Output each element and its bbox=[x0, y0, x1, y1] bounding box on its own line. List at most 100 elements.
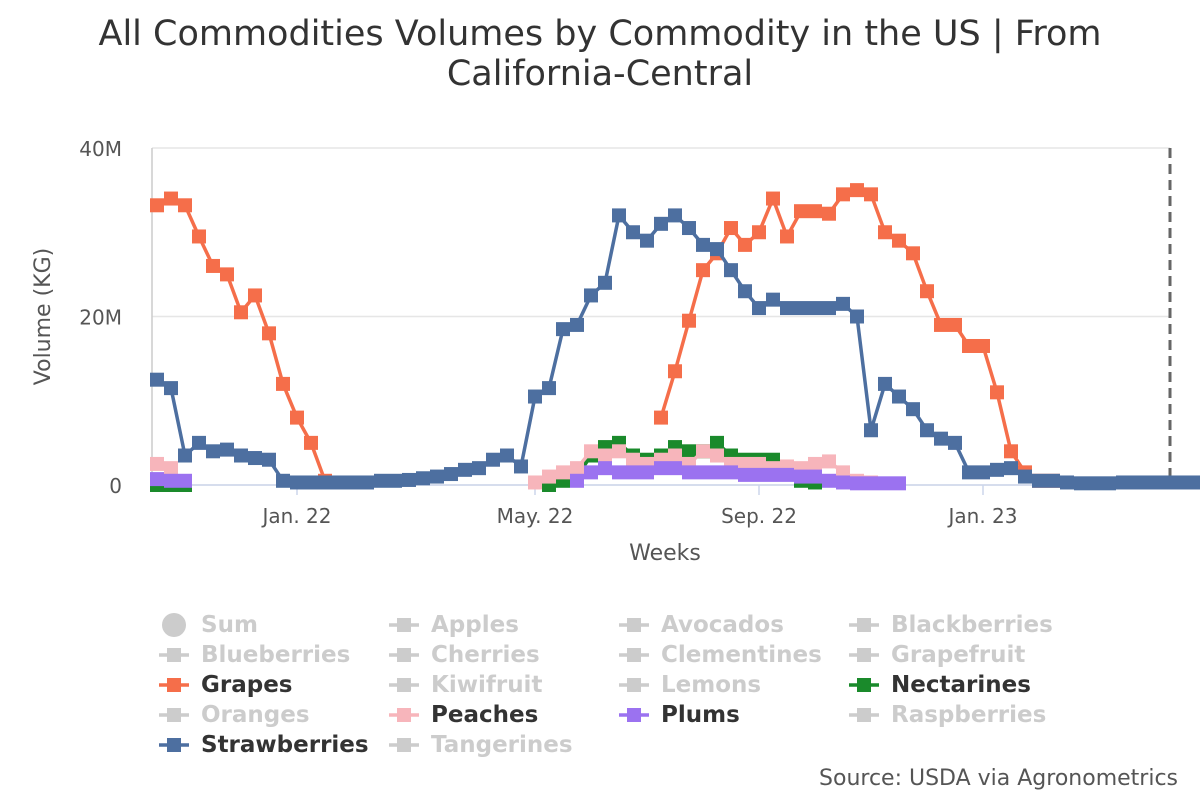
plums-point bbox=[682, 465, 696, 480]
strawberries-point bbox=[990, 462, 1004, 477]
plums-point bbox=[822, 473, 836, 488]
square-marker-icon bbox=[389, 678, 419, 692]
peaches-point bbox=[710, 448, 724, 463]
plums-point bbox=[626, 465, 640, 480]
square-marker-icon bbox=[159, 648, 189, 662]
strawberries-point bbox=[164, 381, 178, 396]
grapes-point bbox=[234, 305, 248, 320]
strawberries-point bbox=[1074, 476, 1088, 491]
strawberries-point bbox=[220, 442, 234, 457]
peaches-point bbox=[612, 444, 626, 459]
grapes-point bbox=[794, 204, 808, 219]
strawberries-point bbox=[682, 221, 696, 236]
legend-item-grapefruit[interactable]: Grapefruit bbox=[845, 640, 1025, 670]
y-tick-label: 0 bbox=[109, 474, 122, 498]
legend-item-strawberries[interactable]: Strawberries bbox=[155, 730, 369, 760]
legend-label: Sum bbox=[201, 612, 258, 638]
legend-item-apples[interactable]: Apples bbox=[385, 610, 519, 640]
legend-item-cherries[interactable]: Cherries bbox=[385, 640, 540, 670]
strawberries-point bbox=[430, 469, 444, 484]
strawberries-point bbox=[290, 475, 304, 490]
legend-item-plums[interactable]: Plums bbox=[615, 700, 740, 730]
legend-item-kiwifruit[interactable]: Kiwifruit bbox=[385, 670, 542, 700]
strawberries-point bbox=[514, 459, 528, 474]
strawberries-point bbox=[332, 475, 346, 490]
peaches-point bbox=[626, 452, 640, 467]
grapes-point bbox=[822, 206, 836, 221]
legend-item-lemons[interactable]: Lemons bbox=[615, 670, 761, 700]
strawberries-point bbox=[444, 467, 458, 482]
legend-item-blueberries[interactable]: Blueberries bbox=[155, 640, 350, 670]
plums-point bbox=[640, 465, 654, 480]
source-credit: Source: USDA via Agronometrics bbox=[819, 766, 1178, 791]
square-marker-icon bbox=[159, 708, 189, 722]
grapes-point bbox=[934, 317, 948, 332]
legend-item-sum[interactable]: Sum bbox=[155, 610, 258, 640]
strawberries-point bbox=[626, 225, 640, 240]
peaches-point bbox=[598, 448, 612, 463]
legend-item-raspberries[interactable]: Raspberries bbox=[845, 700, 1046, 730]
plums-point bbox=[668, 461, 682, 476]
strawberries-point bbox=[402, 472, 416, 487]
grapes-point bbox=[682, 313, 696, 328]
legend-item-oranges[interactable]: Oranges bbox=[155, 700, 310, 730]
square-marker-icon bbox=[849, 618, 879, 632]
strawberries-point bbox=[794, 301, 808, 316]
grapes-point bbox=[724, 221, 738, 236]
legend-item-avocados[interactable]: Avocados bbox=[615, 610, 784, 640]
strawberries-point bbox=[1144, 475, 1158, 490]
strawberries-point bbox=[668, 208, 682, 223]
strawberries-point bbox=[696, 237, 710, 252]
strawberries-point bbox=[234, 448, 248, 463]
legend-item-tangerines[interactable]: Tangerines bbox=[385, 730, 573, 760]
plums-point bbox=[724, 465, 738, 480]
strawberries-point bbox=[276, 473, 290, 488]
strawberries-point bbox=[304, 475, 318, 490]
strawberries-point bbox=[976, 465, 990, 480]
square-marker-icon bbox=[159, 678, 189, 692]
strawberries-point bbox=[724, 263, 738, 278]
strawberries-point bbox=[570, 317, 584, 332]
grapes-point bbox=[206, 258, 220, 273]
square-marker-icon bbox=[849, 678, 879, 692]
strawberries-point bbox=[710, 242, 724, 257]
plums-point bbox=[850, 476, 864, 491]
grapes-point bbox=[668, 364, 682, 379]
plums-point bbox=[738, 467, 752, 482]
strawberries-point bbox=[556, 322, 570, 337]
strawberries-point bbox=[836, 296, 850, 311]
grapes-point bbox=[696, 263, 710, 278]
legend-label: Lemons bbox=[661, 672, 762, 698]
grapes-point bbox=[304, 435, 318, 450]
grapes-point bbox=[738, 237, 752, 252]
strawberries-point bbox=[1116, 475, 1130, 490]
legend-item-nectarines[interactable]: Nectarines bbox=[845, 670, 1031, 700]
plums-point bbox=[612, 465, 626, 480]
peaches-early-point bbox=[164, 461, 178, 476]
square-marker-icon bbox=[619, 648, 649, 662]
strawberries-point bbox=[388, 473, 402, 488]
strawberries-point bbox=[192, 435, 206, 450]
grapes-point bbox=[850, 183, 864, 198]
grapes-point bbox=[654, 410, 668, 425]
strawberries-point bbox=[1172, 475, 1186, 490]
strawberries-point bbox=[318, 475, 332, 490]
legend-label: Plums bbox=[661, 702, 740, 728]
plums-point bbox=[752, 467, 766, 482]
grapes-point bbox=[1004, 444, 1018, 459]
peaches-point bbox=[528, 475, 542, 490]
strawberries-point bbox=[766, 292, 780, 307]
square-marker-icon bbox=[619, 708, 649, 722]
legend-item-grapes[interactable]: Grapes bbox=[155, 670, 293, 700]
strawberries-point bbox=[150, 372, 164, 387]
legend-item-blackberries[interactable]: Blackberries bbox=[845, 610, 1053, 640]
legend-item-clementines[interactable]: Clementines bbox=[615, 640, 822, 670]
grapes-point bbox=[752, 225, 766, 240]
grapes-point bbox=[220, 267, 234, 282]
peaches-point bbox=[570, 461, 584, 476]
grapes-point bbox=[906, 246, 920, 261]
legend-item-peaches[interactable]: Peaches bbox=[385, 700, 538, 730]
strawberries-point bbox=[822, 301, 836, 316]
legend-label: Kiwifruit bbox=[431, 672, 543, 698]
strawberries-point bbox=[808, 301, 822, 316]
